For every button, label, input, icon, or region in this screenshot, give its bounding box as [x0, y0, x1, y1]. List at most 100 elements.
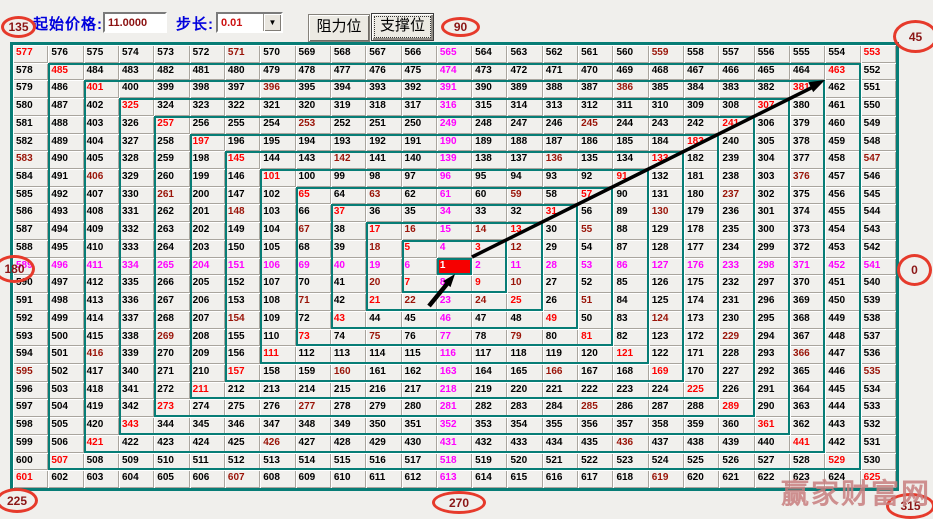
gann-cell-99[interactable]: 99 — [330, 169, 367, 187]
gann-cell-130[interactable]: 130 — [648, 204, 685, 223]
gann-cell-524[interactable]: 524 — [648, 452, 685, 471]
gann-cell-1[interactable]: 1 — [436, 257, 473, 276]
gann-cell-462[interactable]: 462 — [825, 80, 861, 99]
gann-cell-207[interactable]: 207 — [189, 310, 225, 329]
gann-cell-199[interactable]: 199 — [189, 169, 225, 187]
gann-cell-395[interactable]: 395 — [295, 80, 331, 99]
gann-cell-414[interactable]: 414 — [83, 310, 119, 329]
gann-cell-554[interactable]: 554 — [825, 45, 861, 63]
gann-cell-506[interactable]: 506 — [48, 434, 84, 453]
gann-cell-245[interactable]: 245 — [578, 115, 614, 134]
gann-cell-527[interactable]: 527 — [754, 452, 791, 471]
gann-cell-365[interactable]: 365 — [790, 363, 826, 382]
gann-cell-505[interactable]: 505 — [48, 417, 84, 435]
gann-cell-156[interactable]: 156 — [224, 346, 261, 364]
gann-cell-224[interactable]: 224 — [648, 381, 685, 400]
gann-cell-223[interactable]: 223 — [613, 381, 649, 400]
gann-cell-44[interactable]: 44 — [366, 310, 402, 329]
gann-cell-236[interactable]: 236 — [719, 204, 755, 223]
gann-cell-597[interactable]: 597 — [13, 399, 49, 418]
gann-cell-46[interactable]: 46 — [436, 310, 473, 329]
gann-cell-276[interactable]: 276 — [260, 399, 296, 418]
gann-cell-209[interactable]: 209 — [189, 346, 225, 364]
gann-cell-534[interactable]: 534 — [860, 381, 896, 400]
gann-cell-331[interactable]: 331 — [118, 204, 155, 223]
gann-cell-437[interactable]: 437 — [648, 434, 685, 453]
gann-cell-25[interactable]: 25 — [507, 293, 543, 311]
gann-cell-384[interactable]: 384 — [684, 80, 720, 99]
gann-cell-528[interactable]: 528 — [790, 452, 826, 471]
gann-cell-426[interactable]: 426 — [260, 434, 296, 453]
gann-cell-161[interactable]: 161 — [366, 363, 402, 382]
gann-cell-325[interactable]: 325 — [118, 98, 155, 116]
gann-cell-564[interactable]: 564 — [472, 45, 508, 63]
gann-cell-566[interactable]: 566 — [401, 45, 437, 63]
gann-cell-347[interactable]: 347 — [260, 417, 296, 435]
gann-cell-116[interactable]: 116 — [436, 346, 473, 364]
gann-cell-5[interactable]: 5 — [401, 239, 437, 258]
gann-cell-370[interactable]: 370 — [790, 275, 826, 294]
gann-cell-36[interactable]: 36 — [366, 204, 402, 223]
gann-cell-186[interactable]: 186 — [578, 133, 614, 152]
gann-cell-20[interactable]: 20 — [366, 275, 402, 294]
gann-cell-379[interactable]: 379 — [790, 115, 826, 134]
gann-cell-499[interactable]: 499 — [48, 310, 84, 329]
gann-cell-287[interactable]: 287 — [648, 399, 685, 418]
gann-cell-537[interactable]: 537 — [860, 328, 896, 347]
gann-cell-270[interactable]: 270 — [154, 346, 190, 364]
gann-cell-97[interactable]: 97 — [401, 169, 437, 187]
gann-cell-361[interactable]: 361 — [754, 417, 791, 435]
gann-cell-274[interactable]: 274 — [189, 399, 225, 418]
dropdown-button[interactable]: ▼ — [263, 14, 281, 31]
gann-cell-327[interactable]: 327 — [118, 133, 155, 152]
gann-cell-601[interactable]: 601 — [13, 470, 49, 488]
gann-cell-45[interactable]: 45 — [401, 310, 437, 329]
gann-cell-412[interactable]: 412 — [83, 275, 119, 294]
gann-cell-400[interactable]: 400 — [118, 80, 155, 99]
gann-cell-145[interactable]: 145 — [224, 151, 261, 170]
gann-cell-280[interactable]: 280 — [401, 399, 437, 418]
gann-cell-481[interactable]: 481 — [189, 62, 225, 81]
gann-cell-107[interactable]: 107 — [260, 275, 296, 294]
gann-cell-622[interactable]: 622 — [754, 470, 791, 488]
gann-cell-544[interactable]: 544 — [860, 204, 896, 223]
gann-cell-239[interactable]: 239 — [719, 151, 755, 170]
gann-cell-6[interactable]: 6 — [401, 257, 437, 276]
gann-cell-225[interactable]: 225 — [684, 381, 720, 400]
gann-cell-517[interactable]: 517 — [401, 452, 437, 471]
gann-cell-48[interactable]: 48 — [507, 310, 543, 329]
gann-cell-158[interactable]: 158 — [260, 363, 296, 382]
gann-cell-538[interactable]: 538 — [860, 310, 896, 329]
gann-cell-203[interactable]: 203 — [189, 239, 225, 258]
gann-cell-378[interactable]: 378 — [790, 133, 826, 152]
gann-cell-473[interactable]: 473 — [472, 62, 508, 81]
gann-cell-529[interactable]: 529 — [825, 452, 861, 471]
gann-cell-175[interactable]: 175 — [684, 275, 720, 294]
gann-cell-139[interactable]: 139 — [436, 151, 473, 170]
gann-cell-293[interactable]: 293 — [754, 346, 791, 364]
gann-cell-49[interactable]: 49 — [542, 310, 579, 329]
gann-cell-322[interactable]: 322 — [224, 98, 261, 116]
gann-cell-608[interactable]: 608 — [260, 470, 296, 488]
gann-cell-74[interactable]: 74 — [330, 328, 367, 347]
gann-cell-285[interactable]: 285 — [578, 399, 614, 418]
gann-cell-221[interactable]: 221 — [542, 381, 579, 400]
gann-cell-547[interactable]: 547 — [860, 151, 896, 170]
gann-cell-58[interactable]: 58 — [542, 186, 579, 205]
gann-cell-63[interactable]: 63 — [366, 186, 402, 205]
gann-cell-431[interactable]: 431 — [436, 434, 473, 453]
gann-cell-279[interactable]: 279 — [366, 399, 402, 418]
gann-cell-515[interactable]: 515 — [330, 452, 367, 471]
gann-cell-518[interactable]: 518 — [436, 452, 473, 471]
gann-cell-580[interactable]: 580 — [13, 98, 49, 116]
gann-cell-567[interactable]: 567 — [366, 45, 402, 63]
gann-cell-16[interactable]: 16 — [401, 222, 437, 240]
gann-cell-215[interactable]: 215 — [330, 381, 367, 400]
gann-cell-189[interactable]: 189 — [472, 133, 508, 152]
gann-cell-141[interactable]: 141 — [366, 151, 402, 170]
gann-cell-444[interactable]: 444 — [825, 399, 861, 418]
gann-cell-548[interactable]: 548 — [860, 133, 896, 152]
gann-cell-67[interactable]: 67 — [295, 222, 331, 240]
gann-cell-302[interactable]: 302 — [754, 186, 791, 205]
gann-cell-383[interactable]: 383 — [719, 80, 755, 99]
